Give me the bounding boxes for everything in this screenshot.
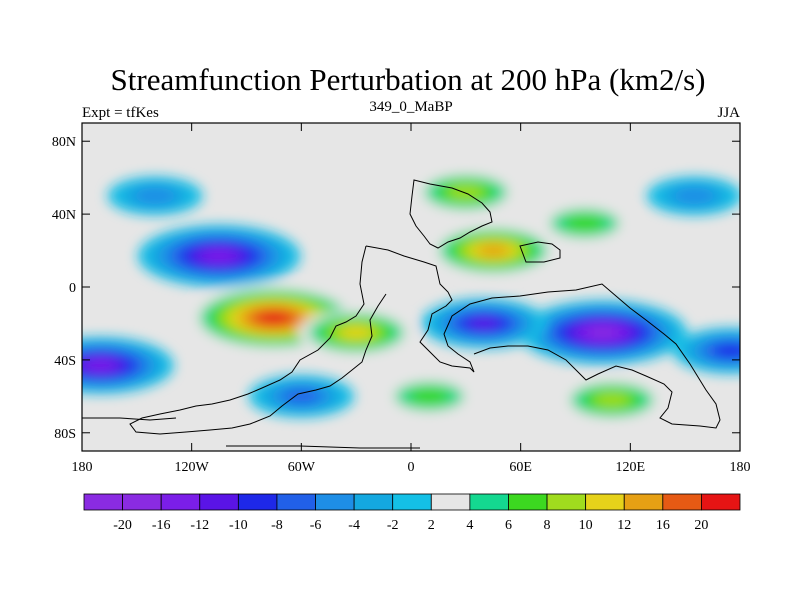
contour-band	[339, 325, 373, 340]
contour-band	[282, 388, 320, 404]
colorbar-swatch	[237, 493, 278, 511]
colorbar-label: -16	[152, 518, 171, 533]
y-tick-label: 40S	[54, 354, 76, 369]
colorbar-label: 10	[579, 518, 593, 533]
colorbar-swatch	[701, 493, 741, 511]
anomaly-center	[137, 224, 301, 288]
anomaly-center	[646, 176, 740, 216]
x-tick-label: 120W	[175, 460, 210, 475]
chart-title: Streamfunction Perturbation at 200 hPa (…	[111, 62, 706, 97]
anomaly-center	[413, 171, 519, 214]
contour-band	[201, 249, 237, 263]
x-tick-label: 120E	[616, 460, 646, 475]
experiment-label: Expt = tfKes	[82, 105, 159, 121]
colorbar-label: -10	[229, 518, 248, 533]
x-tick-label: 180	[72, 460, 93, 475]
colorbar-label: -8	[271, 518, 283, 533]
colorbar-swatch	[160, 493, 201, 511]
y-tick-label: 40N	[52, 208, 76, 223]
colorbar-swatch	[199, 493, 239, 511]
colorbar-label: -2	[387, 518, 399, 533]
colorbar-label: -6	[310, 518, 322, 533]
colorbar-swatch	[315, 493, 355, 511]
season-label: JJA	[717, 105, 740, 121]
anomaly-center	[248, 375, 355, 418]
colorbar-label: 8	[544, 518, 551, 533]
anomaly-center	[559, 378, 665, 422]
colorbar-label: 4	[466, 518, 473, 533]
colorbar-swatch	[662, 493, 702, 511]
anomaly-center	[518, 300, 687, 365]
x-tick-label: 60E	[509, 460, 532, 475]
colorbar-swatch	[546, 493, 587, 511]
contour-band	[258, 312, 290, 324]
anomaly-center	[107, 176, 203, 216]
colorbar-swatch	[585, 493, 625, 511]
colorbar-swatch	[430, 493, 471, 511]
colorbar-label: -12	[190, 518, 209, 533]
anomaly-center	[82, 336, 174, 394]
colorbar-label: 20	[694, 518, 708, 533]
contour-band	[408, 387, 451, 405]
coastlines	[82, 179, 721, 449]
y-tick-label: 80S	[54, 427, 76, 442]
anomaly-center	[381, 376, 477, 416]
y-tick-label: 80N	[52, 135, 76, 150]
colorbar-swatch	[623, 493, 664, 511]
colorbar-swatch	[276, 493, 316, 511]
colorbar-swatch	[508, 493, 548, 511]
colorbar-swatch	[83, 493, 123, 511]
contour-band	[673, 187, 716, 205]
colorbar-swatch	[469, 493, 509, 511]
colorbar-label: 6	[505, 518, 512, 533]
anomaly-center	[430, 225, 557, 276]
contour-band	[447, 184, 485, 200]
contour-field	[82, 171, 740, 422]
colorbar-swatch	[122, 493, 162, 511]
anomaly-center	[420, 298, 548, 349]
contour-band	[587, 326, 619, 339]
contour-band	[563, 214, 606, 232]
y-tick-label: 0	[69, 281, 76, 296]
colorbar-label: 2	[428, 518, 435, 533]
colorbar-label: 16	[656, 518, 670, 533]
contour-band	[84, 359, 116, 372]
x-tick-label: 0	[408, 460, 415, 475]
contour-band	[714, 344, 740, 358]
map-area	[82, 123, 740, 451]
axis-ticks: 180 120W 60W 0 60E 120E 180 80N 40N 0 40S 80S	[52, 123, 751, 475]
colorbar-swatch	[392, 493, 432, 511]
colorbar: -20 -16 -12 -10 -8 -6 -4 -2 2 4 6 8 10 12 16 20	[83, 493, 741, 533]
anomaly-center	[537, 203, 633, 243]
period-label: 349_0_MaBP	[369, 99, 452, 115]
colorbar-swatch	[353, 493, 394, 511]
contour-band	[477, 244, 509, 257]
colorbar-label: -4	[348, 518, 360, 533]
colorbar-label: -20	[113, 518, 132, 533]
contour-band	[468, 317, 500, 330]
x-tick-label: 60W	[288, 460, 316, 475]
anomaly-center	[672, 327, 740, 374]
colorbar-label: 12	[617, 518, 631, 533]
x-tick-label: 180	[730, 460, 751, 475]
contour-band	[133, 187, 177, 205]
contour-band	[593, 392, 631, 408]
